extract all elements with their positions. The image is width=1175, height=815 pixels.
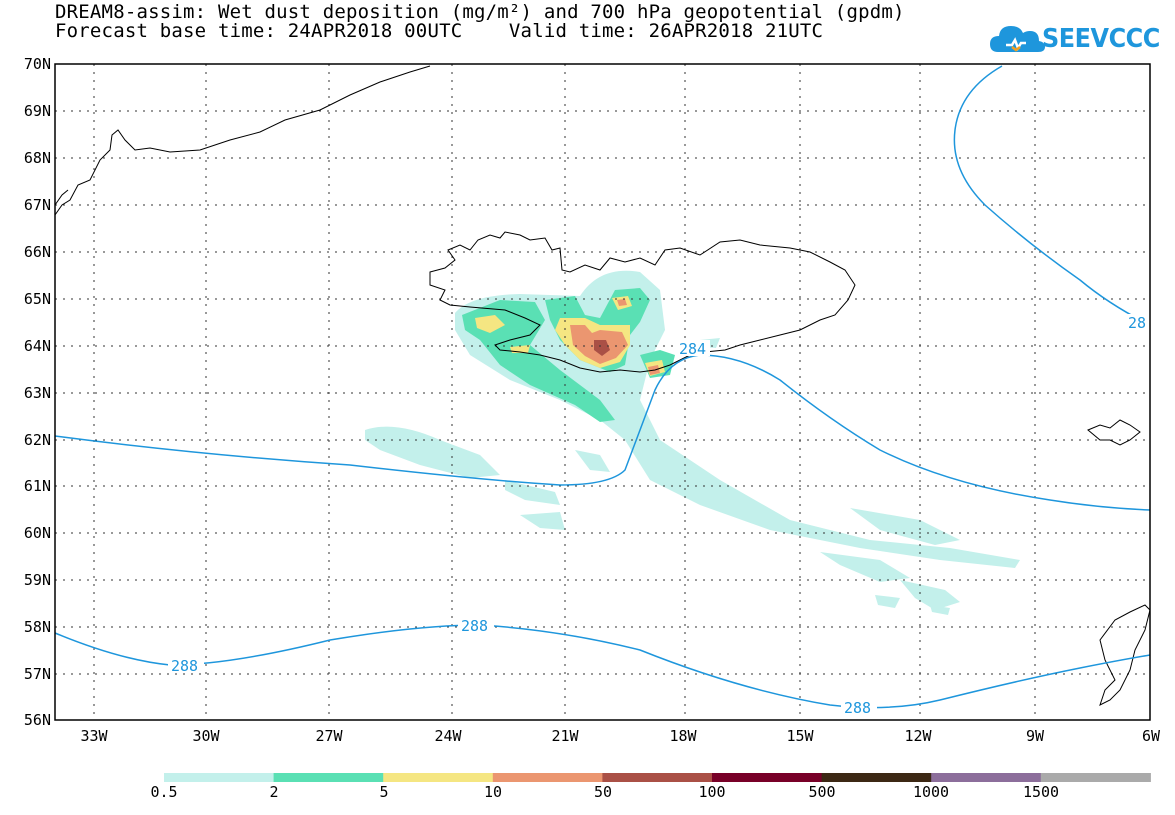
lon-label: 30W bbox=[192, 727, 220, 745]
colorbar-swatch bbox=[383, 773, 494, 782]
colorbar-swatch bbox=[164, 773, 275, 782]
lat-label: 65N bbox=[24, 290, 51, 308]
lat-label: 62N bbox=[24, 431, 51, 449]
lat-label: 70N bbox=[24, 55, 51, 73]
lat-label: 63N bbox=[24, 384, 51, 402]
lon-label: 33W bbox=[80, 727, 108, 745]
lat-label: 68N bbox=[24, 149, 51, 167]
lon-label: 12W bbox=[904, 727, 932, 745]
colorbar bbox=[164, 773, 1151, 782]
seevccc-logo: SEEVCCC bbox=[990, 18, 1160, 60]
contour-label: 288 bbox=[844, 699, 871, 717]
lon-axis: 33W 30W 27W 24W 21W 18W 15W 12W 9W 6W bbox=[80, 727, 1161, 745]
colorbar-swatch bbox=[273, 773, 384, 782]
faroe-coast bbox=[1087, 419, 1141, 446]
coastlines bbox=[54, 65, 1151, 706]
colorbar-label: 500 bbox=[808, 783, 835, 801]
contour-label: 28 bbox=[1128, 314, 1146, 332]
colorbar-swatch bbox=[602, 773, 713, 782]
lat-label: 67N bbox=[24, 196, 51, 214]
lat-label: 56N bbox=[24, 711, 51, 729]
colorbar-labels: 0.5 2 5 10 50 100 500 1000 1500 bbox=[150, 783, 1059, 801]
colorbar-swatch bbox=[1040, 773, 1151, 782]
contour-288 bbox=[54, 624, 1151, 709]
lat-label: 61N bbox=[24, 477, 51, 495]
contour-284-east bbox=[953, 65, 1151, 326]
lon-label: 24W bbox=[434, 727, 462, 745]
lat-label: 58N bbox=[24, 618, 51, 636]
lat-axis: 70N 69N 68N 67N 66N 65N 64N 63N 62N 61N … bbox=[24, 55, 51, 729]
lon-label: 6W bbox=[1142, 727, 1161, 745]
lon-label: 9W bbox=[1026, 727, 1045, 745]
cloud-icon bbox=[990, 26, 1045, 52]
iceland-coast bbox=[429, 231, 856, 373]
colorbar-label: 50 bbox=[594, 783, 612, 801]
dust-deposition-field bbox=[365, 270, 1020, 615]
contour-284-west bbox=[54, 354, 1151, 511]
scotland-coast bbox=[1099, 604, 1151, 706]
map-grid bbox=[55, 64, 1150, 720]
chart-title: DREAM8-assim: Wet dust deposition (mg/m²… bbox=[55, 1, 905, 23]
lon-label: 27W bbox=[315, 727, 343, 745]
colorbar-swatch bbox=[821, 773, 932, 782]
geopotential-contours bbox=[54, 65, 1151, 709]
lat-label: 64N bbox=[24, 337, 51, 355]
colorbar-label: 10 bbox=[484, 783, 502, 801]
lon-label: 21W bbox=[551, 727, 579, 745]
lat-label: 57N bbox=[24, 665, 51, 683]
colorbar-swatch bbox=[712, 773, 823, 782]
colorbar-label: 1500 bbox=[1023, 783, 1059, 801]
colorbar-label: 100 bbox=[698, 783, 725, 801]
colorbar-label: 1000 bbox=[913, 783, 949, 801]
contour-label: 284 bbox=[679, 340, 706, 358]
lat-label: 59N bbox=[24, 571, 51, 589]
chart-subtitle: Forecast base time: 24APR2018 00UTC Vali… bbox=[55, 20, 824, 42]
colorbar-label: 0.5 bbox=[150, 783, 177, 801]
lat-label: 66N bbox=[24, 243, 51, 261]
lon-label: 15W bbox=[786, 727, 814, 745]
contour-label-group: 284 288 288 288 28 bbox=[168, 314, 1150, 717]
colorbar-swatch bbox=[931, 773, 1042, 782]
lat-label: 60N bbox=[24, 524, 51, 542]
contour-label: 288 bbox=[171, 657, 198, 675]
colorbar-swatch bbox=[492, 773, 603, 782]
lon-label: 18W bbox=[669, 727, 697, 745]
map-frame bbox=[54, 63, 1151, 721]
logo-text: SEEVCCC bbox=[1042, 24, 1160, 54]
colorbar-label: 5 bbox=[379, 783, 388, 801]
colorbar-label: 2 bbox=[269, 783, 278, 801]
greenland-coast bbox=[54, 65, 431, 216]
contour-label: 288 bbox=[461, 617, 488, 635]
lat-label: 69N bbox=[24, 102, 51, 120]
